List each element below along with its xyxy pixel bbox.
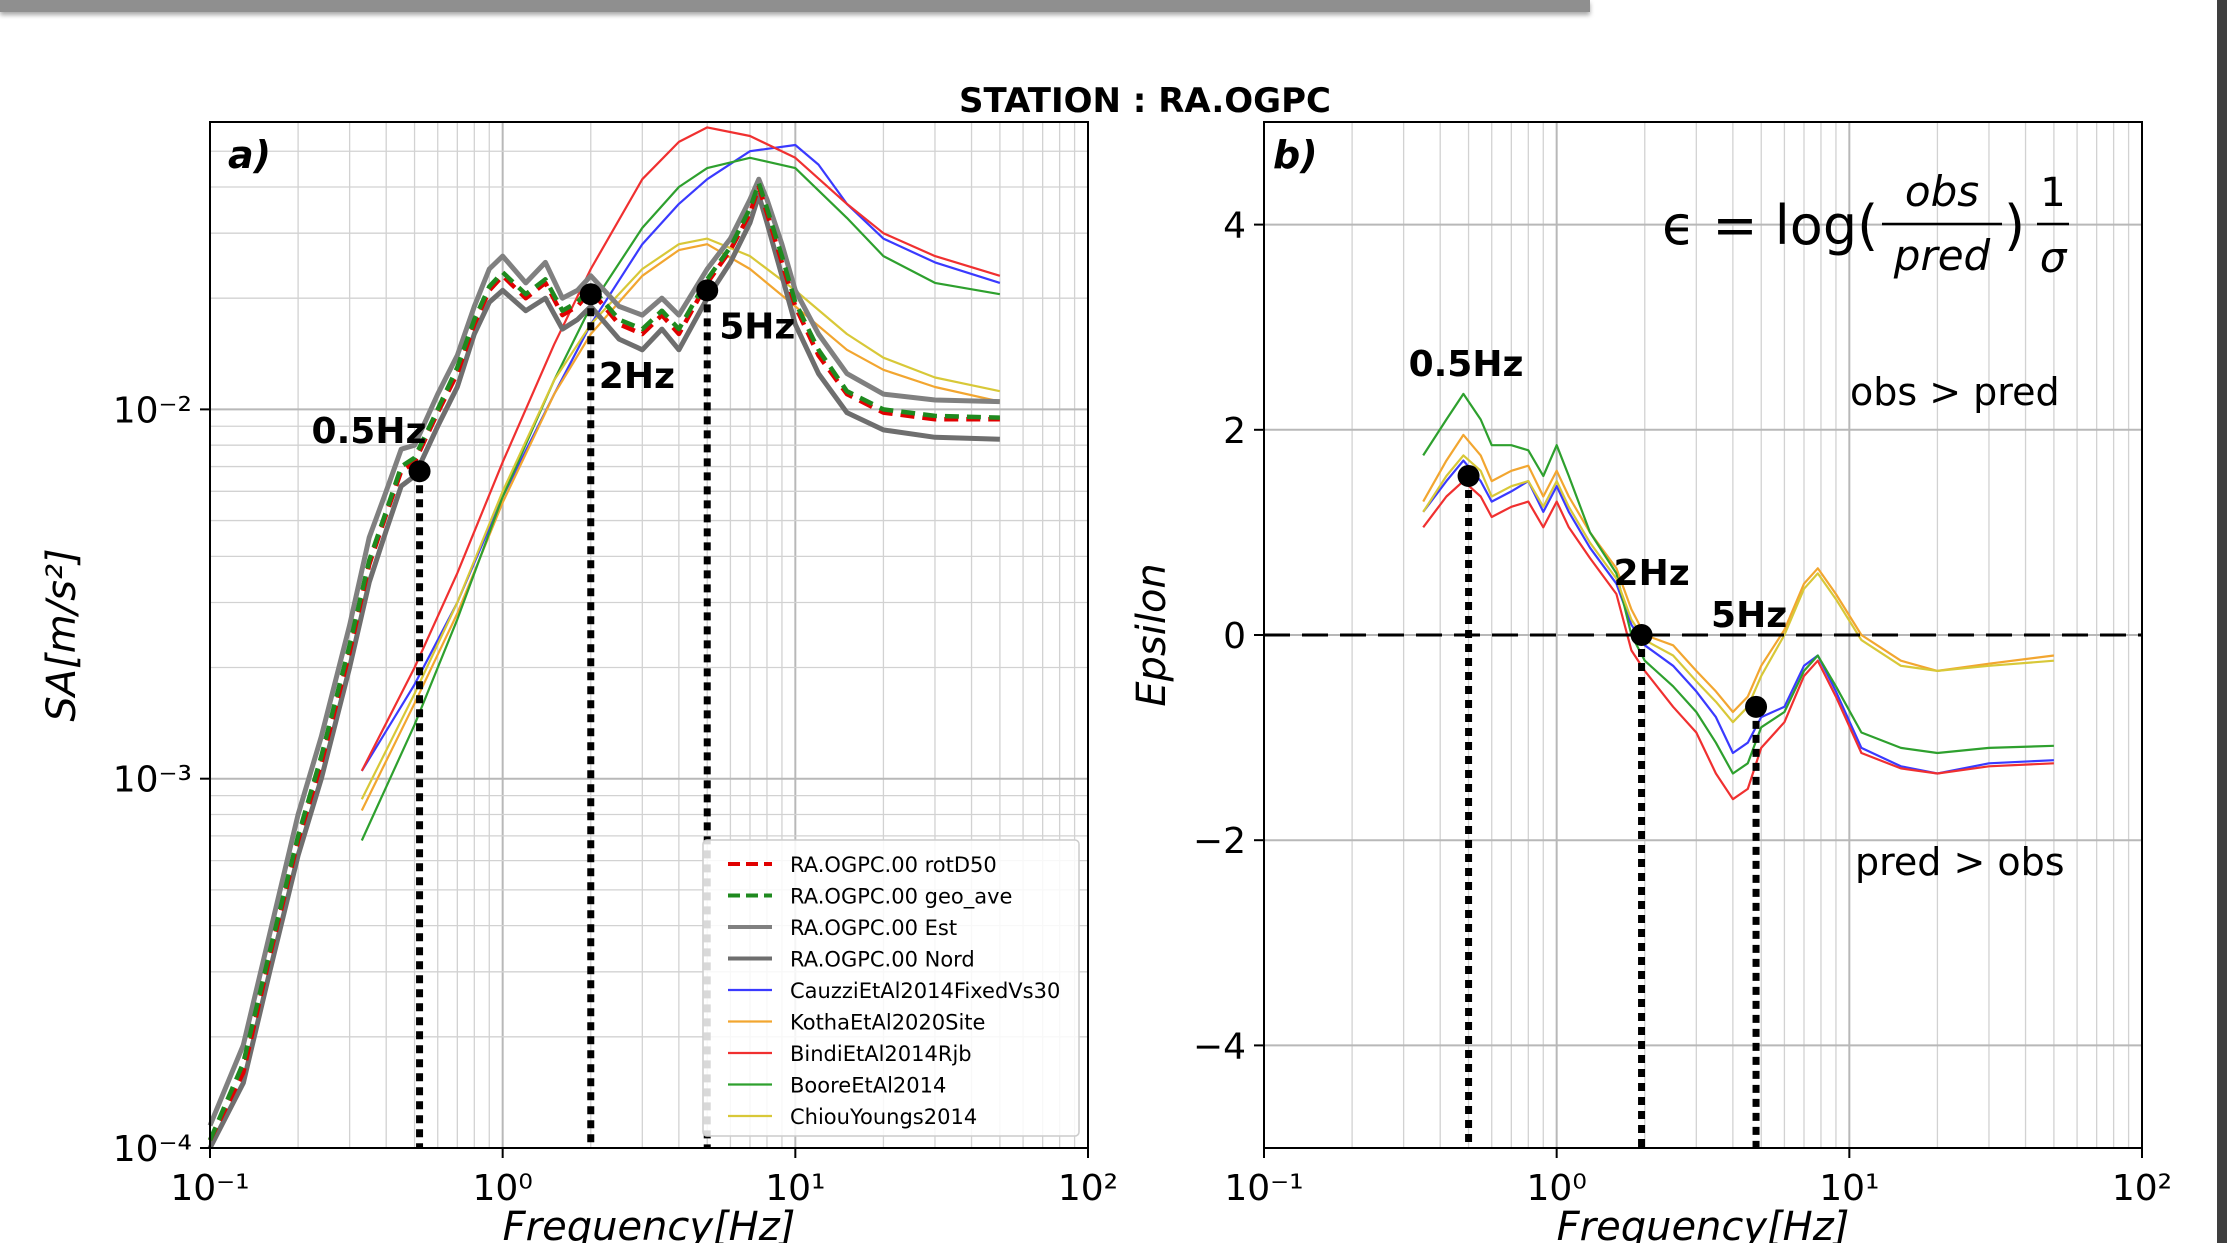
panel-a-axes-frame: [209, 121, 1089, 1149]
legend-box: [702, 839, 1080, 1137]
marker-label: 0.5Hz: [312, 411, 427, 452]
y-tick-label: −4: [1193, 1026, 1246, 1067]
legend-items: RA.OGPC.00 rotD50 RA.OGPC.00 geo_ave RA.OG…: [728, 853, 1060, 1129]
equation-numerator: obs: [1905, 167, 1979, 216]
annotation-pred-gt-obs: pred > obs: [1855, 840, 2065, 884]
x-tick-label: 10⁰: [1527, 1168, 1587, 1209]
window-frame-right: [2217, 0, 2227, 1243]
legend-label: RA.OGPC.00 geo_ave: [790, 885, 1012, 910]
legend-label: RA.OGPC.00 Nord: [790, 948, 975, 972]
legend-label: RA.OGPC.00 rotD50: [790, 853, 997, 877]
panel-a-legend: RA.OGPC.00 rotD50 RA.OGPC.00 geo_ave RA.OG…: [702, 839, 1080, 1137]
marker-label: 5Hz: [719, 306, 795, 347]
legend-label: BindiEtAl2014Rjb: [790, 1042, 972, 1066]
panel-b: 0.5Hz 2Hz 5Hz 10⁻¹ 10⁰ 10¹ 10² −4 −2 0 2 4 b) Freq…: [1129, 121, 2172, 1243]
legend-label: CauzziEtAl2014FixedVs30: [790, 979, 1060, 1003]
marker-point: [696, 279, 719, 302]
panel-b-ticks: 10⁻¹ 10⁰ 10¹ 10² −4 −2 0 2 4: [1193, 206, 2172, 1209]
series-line: [1422, 454, 2054, 724]
y-tick-label: 10⁻²: [113, 390, 192, 431]
y-tick-label: 10⁻⁴: [113, 1129, 192, 1170]
equation-denominator: pred: [1893, 231, 1991, 280]
panel-a-label: a): [228, 133, 271, 177]
equation-sigma-denominator: σ: [2040, 233, 2068, 282]
marker-label: 2Hz: [599, 356, 675, 397]
marker-point: [1630, 624, 1653, 646]
x-tick-label: 10¹: [765, 1168, 825, 1209]
x-tick-label: 10⁰: [473, 1168, 533, 1209]
marker-point: [579, 283, 602, 306]
panel-b-ylabel: Epsilon: [1129, 563, 1175, 707]
equation-lhs: ϵ = log(: [1662, 194, 1878, 257]
series-line: [1422, 392, 2054, 775]
series-line: [207, 176, 1000, 1127]
y-tick-label: −2: [1193, 821, 1246, 862]
legend-label: RA.OGPC.00 Est: [790, 916, 957, 940]
panel-b-series-group: [1422, 392, 2055, 801]
series-line: [1422, 459, 2054, 775]
series-line: [1422, 433, 2055, 714]
y-tick-label: 2: [1223, 411, 1246, 452]
series-line: [207, 180, 1000, 1142]
series-line: [360, 126, 1001, 772]
panel-b-xlabel: Frequency[Hz]: [1557, 1204, 1850, 1243]
x-tick-label: 10⁻¹: [170, 1168, 249, 1209]
panel-a-series-group: [207, 126, 1001, 1150]
equation-sigma-numerator: 1: [2040, 170, 2065, 216]
figure-title: STATION : RA.OGPC: [959, 81, 1331, 121]
legend-label: KothaEtAl2020Site: [790, 1011, 985, 1035]
series-line: [1422, 480, 2054, 801]
marker-label: 5Hz: [1711, 595, 1787, 636]
y-tick-label: 0: [1223, 616, 1246, 657]
panel-a: 0.5Hz 2Hz 5Hz 10⁻¹ 10⁰ 10¹ 10² 10⁻⁴ 10⁻³ 10⁻² a)…: [39, 121, 1118, 1243]
marker-point: [1745, 695, 1768, 718]
legend-label: BooreEtAl2014: [790, 1074, 946, 1098]
x-tick-label: 10²: [1058, 1168, 1118, 1209]
annotation-obs-gt-pred: obs > pred: [1850, 370, 2060, 414]
panel-b-markers: 0.5Hz 2Hz 5Hz: [1409, 344, 1787, 1148]
y-tick-label: 4: [1223, 206, 1246, 247]
legend-label: ChiouYoungs2014: [790, 1105, 977, 1129]
series-line: [360, 237, 1001, 800]
series-line: [360, 156, 1001, 841]
window-frame-top: [0, 0, 1590, 12]
equation-close-paren: ): [2004, 194, 2025, 257]
y-tick-label: 10⁻³: [113, 760, 192, 801]
epsilon-equation: ϵ = log( obs pred ) 1 σ: [1662, 167, 2069, 282]
marker-point: [1457, 464, 1480, 487]
marker-label: 0.5Hz: [1409, 344, 1524, 385]
marker-label: 2Hz: [1614, 553, 1690, 594]
panel-a-ticks: 10⁻¹ 10⁰ 10¹ 10² 10⁻⁴ 10⁻³ 10⁻²: [113, 390, 1118, 1209]
panel-a-ylabel: SA[m/s²]: [39, 548, 85, 721]
x-tick-label: 10¹: [1819, 1168, 1879, 1209]
marker-point: [408, 460, 431, 483]
panel-a-xlabel: Frequency[Hz]: [503, 1204, 796, 1243]
x-tick-label: 10⁻¹: [1224, 1168, 1303, 1209]
panel-b-label: b): [1273, 133, 1318, 177]
x-tick-label: 10²: [2112, 1168, 2172, 1209]
series-line: [207, 192, 1000, 1150]
